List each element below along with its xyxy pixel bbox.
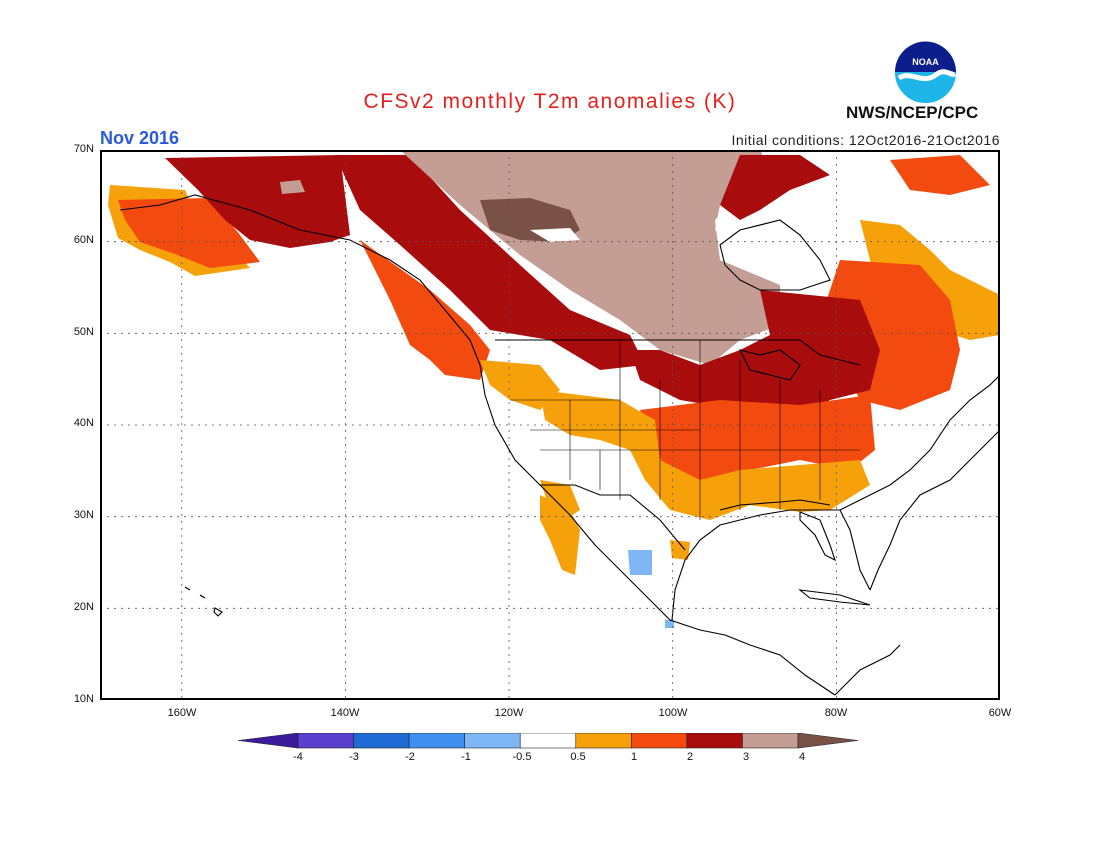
colorbar-label: -2 xyxy=(405,751,415,763)
forecast-period: Nov 2016 xyxy=(100,128,180,148)
svg-text:NOAA: NOAA xyxy=(912,57,939,67)
bc-coast-red xyxy=(360,240,490,380)
colorbar-cell xyxy=(408,733,465,749)
initial-conditions: Initial conditions: 12Oct2016-21Oct2016 xyxy=(731,132,1000,148)
arctic-darkred xyxy=(720,155,830,220)
bc-darkred xyxy=(335,155,645,370)
colorbar-cell xyxy=(519,733,577,749)
texas-orange xyxy=(670,540,690,560)
lon-label-100w: 100W xyxy=(658,707,688,719)
colorbar-label: -0.5 xyxy=(512,751,532,763)
colorbar-cell xyxy=(631,733,688,749)
us-canada-border xyxy=(495,339,861,366)
colorbar-label: 4 xyxy=(798,751,806,763)
great-lakes-darkred xyxy=(630,290,880,420)
lon-label-60w: 60W xyxy=(988,707,1012,719)
us-mexico-border xyxy=(540,484,686,551)
florida-outline xyxy=(799,511,836,562)
lat-label-10n: 10N xyxy=(73,693,94,705)
lat-label-70n: 70N xyxy=(73,143,94,155)
cuba-outline xyxy=(798,589,871,606)
lon-label-160w: 160W xyxy=(167,707,197,719)
colorbar-cell xyxy=(297,733,354,749)
hudson-bay-white xyxy=(530,228,580,242)
lon-label-140w: 140W xyxy=(330,707,360,719)
lat-label-60n: 60N xyxy=(73,234,94,246)
colorbar-label: 3 xyxy=(742,751,750,763)
hawaii-outline xyxy=(184,586,223,617)
us-plains-orange xyxy=(540,390,870,520)
anomaly-fields xyxy=(108,150,1000,628)
lon-label-80w: 80W xyxy=(824,707,848,719)
alaska-red xyxy=(118,198,260,268)
map-border xyxy=(100,150,1000,700)
canada-tan xyxy=(335,150,780,365)
lon-label-120w: 120W xyxy=(494,707,524,719)
org-label: NWS/NCEP/CPC xyxy=(846,103,979,122)
colorbar-label: 1 xyxy=(630,751,638,763)
us-red xyxy=(640,395,875,480)
colorbar-high-arrow xyxy=(797,733,859,749)
north-america-coastline xyxy=(119,194,1000,696)
great-lakes-outline xyxy=(738,349,801,381)
pacific-nw-orange xyxy=(480,360,560,410)
baffin-red xyxy=(890,155,990,195)
colorbar-label: 0.5 xyxy=(570,751,586,763)
lat-label-30n: 30N xyxy=(73,509,94,521)
yukon-tan-patch xyxy=(280,180,305,194)
lat-label-40n: 40N xyxy=(73,417,94,429)
colorbar-cell xyxy=(464,733,521,749)
hudson-bay-outline xyxy=(719,219,831,291)
mexico-blue-2 xyxy=(665,620,674,628)
noaa-logo: NOAA xyxy=(894,41,957,104)
alaska-darkred xyxy=(165,155,350,248)
colorbar-cell xyxy=(353,733,410,749)
colorbar-cell xyxy=(686,733,743,749)
mexico-blue-1 xyxy=(628,550,652,575)
map-title: CFSv2 monthly T2m anomalies (K) xyxy=(363,90,737,113)
colorbar-label: -3 xyxy=(349,751,359,763)
colorbar-low-arrow xyxy=(238,733,299,749)
colorbar xyxy=(238,733,859,749)
lat-label-50n: 50N xyxy=(73,326,94,338)
colorbar-cell xyxy=(575,733,632,749)
colorbar-label: 2 xyxy=(686,751,694,763)
colorbar-label: -1 xyxy=(461,751,471,763)
colorbar-label: -4 xyxy=(293,751,303,763)
lat-label-20n: 20N xyxy=(73,601,94,613)
colorbar-cell xyxy=(742,733,799,749)
anomaly-map xyxy=(100,150,1000,700)
quebec-white xyxy=(715,190,880,285)
